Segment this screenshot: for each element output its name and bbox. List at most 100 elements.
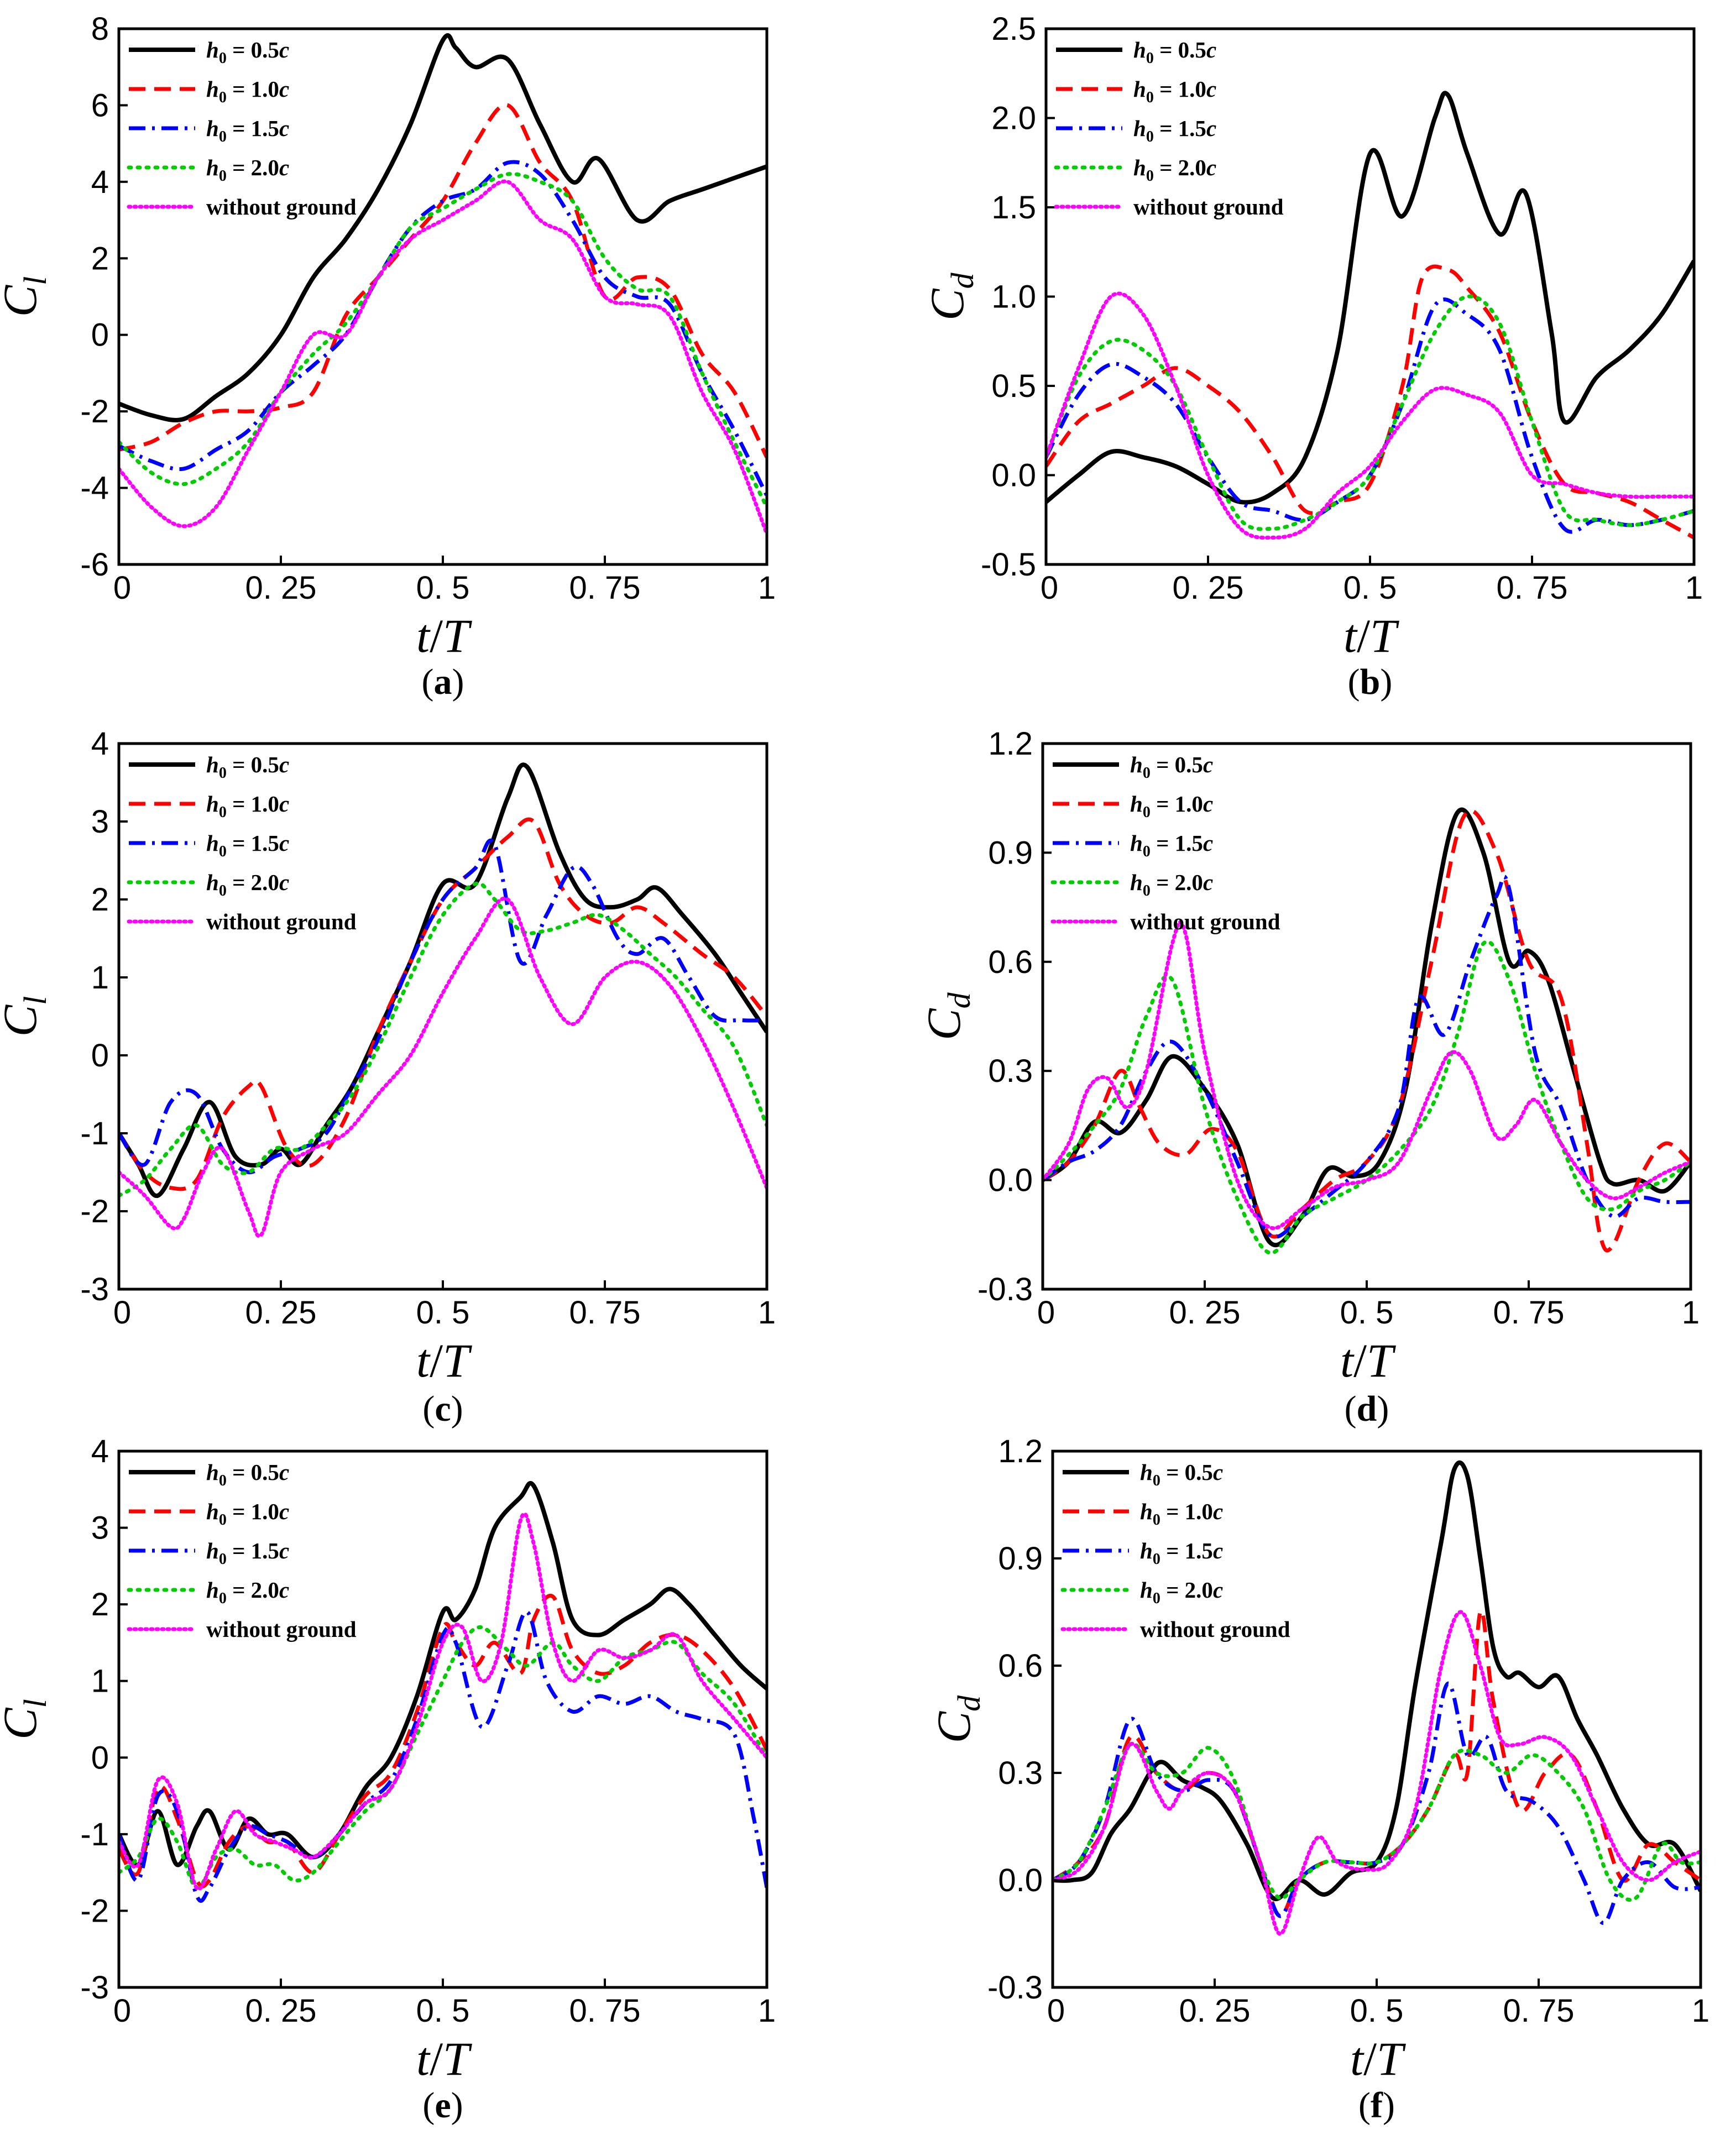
y-tick-label: 0.6 (998, 1648, 1043, 1684)
series-line-4 (1043, 920, 1691, 1231)
x-tick-label: 1 (1685, 570, 1703, 606)
y-tick-label: -1 (80, 1116, 109, 1152)
y-tick-label: 0.5 (991, 368, 1036, 404)
series-group (119, 1480, 767, 1903)
x-tick-label: 0. 25 (245, 1295, 317, 1331)
y-tick-label: 1.2 (998, 1433, 1043, 1469)
y-tick-label: 2 (91, 240, 109, 276)
panel-caption: (e) (422, 2085, 463, 2126)
x-tick-label: 0. 75 (1497, 570, 1568, 606)
y-tick-label: 1.5 (991, 190, 1036, 226)
legend-label-2: h0 = 1.5c (1130, 830, 1213, 860)
series-line-3 (1043, 940, 1691, 1255)
y-axis-label: Cl (0, 1699, 53, 1740)
legend-label-1: h0 = 1.0c (206, 76, 289, 106)
legend-label-3: h0 = 2.0c (206, 155, 289, 185)
y-tick-label: -0.3 (977, 1271, 1033, 1307)
x-tick-label: 0. 5 (1340, 1295, 1394, 1331)
panel-caption: (f) (1358, 2085, 1395, 2126)
x-tick-label: 0. 5 (416, 1993, 470, 2029)
x-tick-label: 0. 75 (1493, 1295, 1565, 1331)
y-axis-label: Cl (0, 996, 53, 1037)
series-line-4 (119, 179, 767, 536)
y-tick-label: 0.9 (998, 1541, 1043, 1577)
series-line-3 (1046, 294, 1694, 531)
legend: h0 = 0.5c h0 = 1.0c h0 = 1.5c h0 = 2.0c with… (127, 37, 357, 219)
y-tick-label: -6 (80, 547, 109, 583)
y-tick-label: -4 (80, 470, 109, 506)
plot-frame (1041, 742, 1692, 1291)
x-tick-label: 0. 75 (1503, 1993, 1575, 2029)
legend-label-4: without ground (206, 909, 357, 934)
x-axis-label: t/T (1343, 609, 1399, 662)
x-tick-label: 0. 75 (569, 1993, 641, 2029)
plot-frame (1051, 1449, 1702, 1989)
x-tick-label: 0. 5 (1350, 1993, 1404, 2029)
x-axis-label: t/T (1340, 1334, 1396, 1387)
series-line-0 (119, 1480, 767, 1867)
legend-label-3: h0 = 2.0c (206, 1577, 289, 1607)
legend-label-0: h0 = 0.5c (206, 1459, 289, 1489)
y-tick-label: 4 (91, 726, 109, 762)
x-axis-label: t/T (416, 609, 472, 662)
x-axis-label: t/T (416, 1334, 472, 1387)
panel-c: 0 0. 25 0. 5 0. 75 1 -3 -2 -1 0 1 2 3 4 t/T Cl h0 = 0.5… (0, 726, 776, 1429)
panel-e: 0 0. 25 0. 5 0. 75 1 -3 -2 -1 0 1 2 3 4 t/T Cl h0 = 0.5… (0, 1433, 776, 2126)
y-tick-label: 8 (91, 11, 109, 47)
series-line-4 (1053, 1610, 1701, 1936)
y-tick-label: 1 (91, 1663, 109, 1699)
legend-label-1: h0 = 1.0c (1130, 791, 1213, 821)
y-tick-label: 0.3 (998, 1755, 1043, 1791)
y-tick-label: -2 (80, 1893, 109, 1929)
x-tick-label: 0. 25 (1173, 570, 1244, 606)
y-tick-label: 0.9 (988, 835, 1033, 871)
x-tick-label: 0. 75 (569, 1295, 641, 1331)
x-tick-label: 0. 75 (569, 570, 641, 606)
series-line-0 (119, 762, 767, 1198)
x-tick-label: 0. 25 (1169, 1295, 1241, 1331)
y-tick-label: 0.0 (991, 458, 1036, 494)
x-tick-label: 0. 25 (1179, 1993, 1251, 2029)
x-tick-label: 0 (113, 1993, 131, 2029)
x-tick-label: 0 (113, 570, 131, 606)
y-tick-label: 6 (91, 87, 109, 123)
legend-label-4: without ground (206, 194, 357, 219)
legend-label-2: h0 = 1.5c (206, 1538, 289, 1568)
y-axis-label: Cl (0, 276, 53, 317)
x-tick-label: 0. 5 (416, 1295, 470, 1331)
panel-a: 0 0. 25 0. 5 0. 75 1 -6 -4 -2 0 2 4 6 8 t/T Cl h0 = 0.5… (0, 11, 776, 702)
series-line-0 (1053, 1460, 1701, 1901)
legend-label-4: without ground (1130, 909, 1280, 934)
plot-frame (117, 27, 768, 566)
y-tick-label: 1.2 (988, 726, 1033, 762)
y-tick-label: -2 (80, 1194, 109, 1229)
y-tick-label: 0.3 (988, 1053, 1033, 1089)
legend-label-0: h0 = 0.5c (206, 37, 289, 67)
legend-label-4: without ground (1133, 194, 1284, 219)
legend: h0 = 0.5c h0 = 1.0c h0 = 1.5c h0 = 2.0c with… (127, 1459, 357, 1642)
y-tick-label: -3 (80, 1970, 109, 2006)
legend-label-4: without ground (1140, 1616, 1290, 1642)
series-line-1 (1046, 264, 1694, 540)
y-tick-label: -1 (80, 1817, 109, 1853)
plot-frame (117, 1449, 768, 1989)
x-tick-label: 0 (113, 1295, 131, 1331)
x-tick-label: 0 (1037, 1295, 1055, 1331)
y-tick-label: 2.5 (991, 11, 1036, 47)
series-line-2 (1043, 875, 1691, 1239)
series-line-3 (119, 881, 767, 1198)
x-tick-label: 1 (1692, 1993, 1709, 2029)
x-tick-label: 1 (758, 1295, 776, 1331)
y-tick-label: 1 (91, 960, 109, 996)
legend-label-3: h0 = 2.0c (206, 870, 289, 899)
panel-b: 0 0. 25 0. 5 0. 75 1 -0.5 0.0 0.5 1.0 1.5 2.0 2.5 t/… (921, 11, 1703, 702)
y-tick-label: 0 (91, 1038, 109, 1074)
y-tick-label: 1.0 (991, 279, 1036, 315)
legend-label-2: h0 = 1.5c (1140, 1538, 1223, 1568)
series-line-2 (1053, 1681, 1701, 1925)
y-tick-label: 0 (91, 1740, 109, 1776)
x-tick-label: 0 (1047, 1993, 1065, 2029)
legend-label-1: h0 = 1.0c (206, 791, 289, 821)
y-axis-label: Cd (927, 1695, 987, 1743)
series-line-4 (1046, 291, 1694, 540)
